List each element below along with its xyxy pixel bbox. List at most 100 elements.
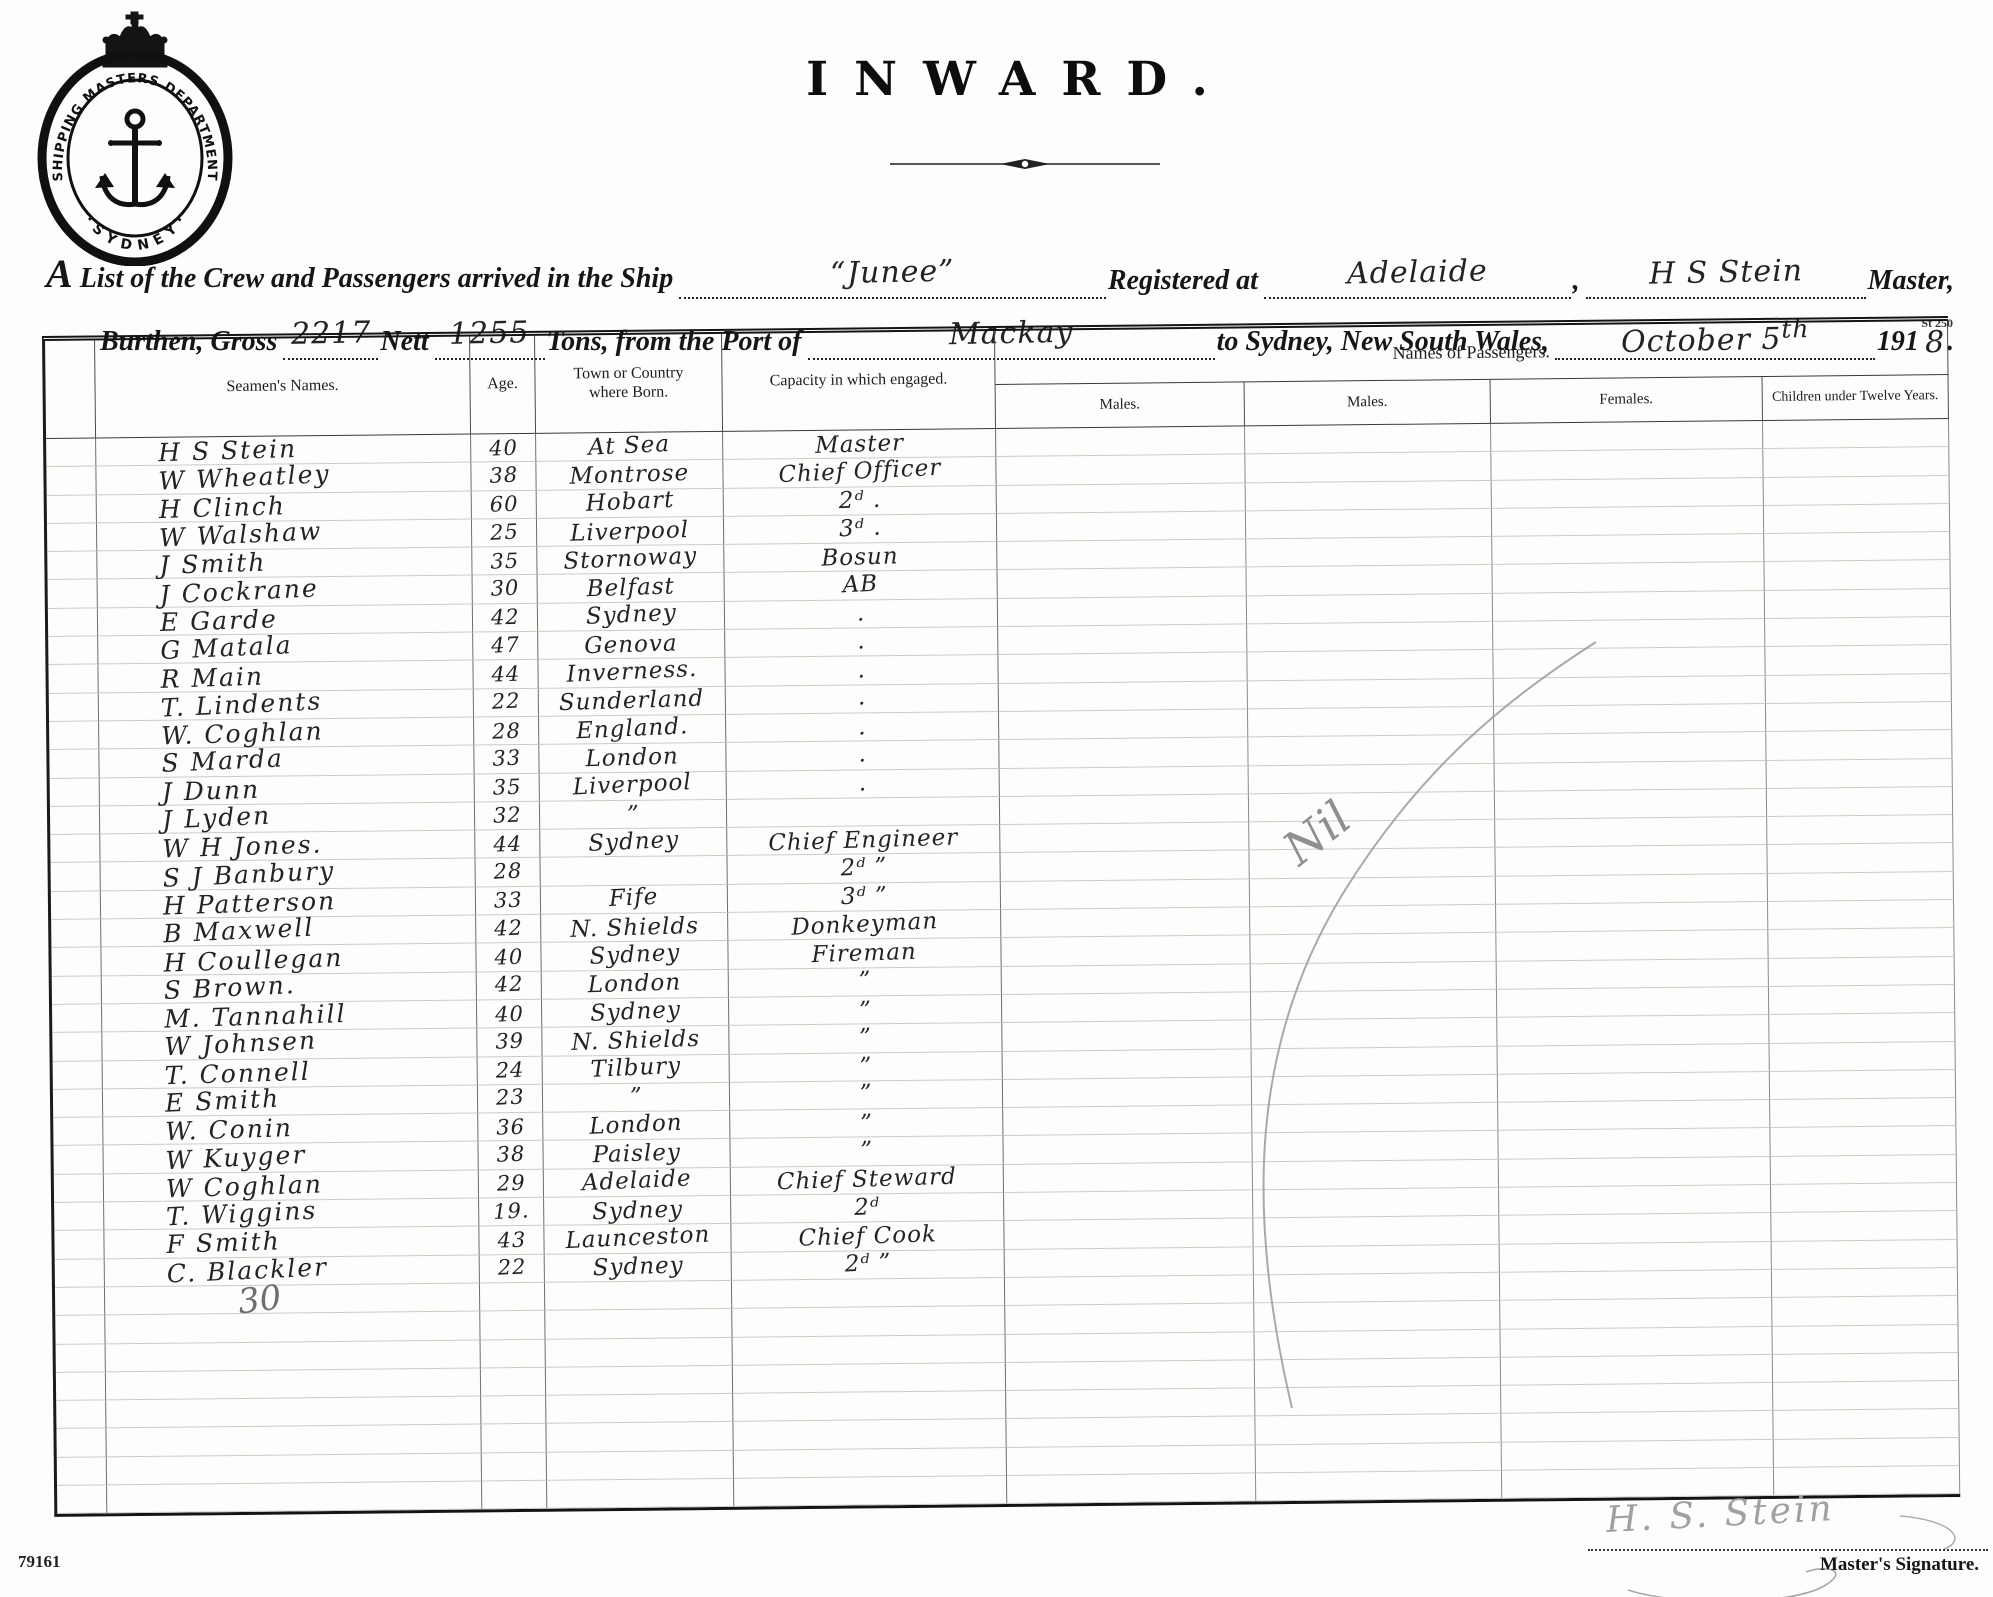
crew-capacity-cell-text: ” [859, 1137, 874, 1164]
passenger-females-cell [1498, 1184, 1772, 1217]
passenger-children-cell [1772, 1352, 1960, 1384]
crew-name-cell: T. Connell [102, 1056, 478, 1090]
passenger-females-cell [1491, 477, 1764, 509]
passenger-males2-cell [1252, 1159, 1499, 1191]
passenger-males1-cell [1001, 907, 1251, 939]
passenger-males1-cell [1001, 964, 1251, 995]
crew-age-cell: 35 [472, 547, 538, 576]
row-margin-cell [55, 1315, 106, 1345]
crew-name-cell [107, 1481, 483, 1514]
crew-name-cell-text: G Matala [159, 630, 294, 666]
crew-town-cell-text: Adelaide [581, 1165, 693, 1197]
crew-capacity-cell-text: ” [858, 1053, 873, 1080]
master-signature-label: Master's Signature. [1820, 1554, 1980, 1575]
col-header-males-1: Males. [995, 382, 1246, 430]
crew-capacity-cell: . [726, 711, 1000, 744]
crew-name-cell: S J Banbury [100, 856, 476, 892]
crew-name-cell: W Walshaw [96, 516, 473, 553]
passenger-males1-cell [1000, 822, 1250, 854]
crew-age-cell: 35 [474, 773, 540, 803]
crew-town-cell: Sydney [537, 600, 726, 632]
crew-age-cell-text: 25 [489, 519, 519, 545]
crew-age-cell-text: 42 [493, 915, 524, 941]
passenger-children-cell [1770, 1098, 1957, 1129]
passenger-males1-cell [996, 454, 1246, 486]
crew-town-cell [546, 1393, 734, 1425]
passenger-children-cell [1771, 1267, 1959, 1299]
row-margin-cell [55, 1372, 107, 1402]
crew-capacity-cell: Bosun [724, 542, 998, 574]
crew-age-cell-text: 22 [490, 688, 521, 715]
burthen-gross-label: Burthen, Gross [100, 326, 278, 357]
crew-town-cell-text: Sydney [588, 939, 681, 970]
crew-capacity-cell: ” [730, 1108, 1004, 1140]
crew-town-cell-text: London [585, 743, 680, 773]
row-margin-cell [52, 1060, 103, 1090]
crew-town-cell: Paisley [543, 1139, 731, 1170]
passenger-males1-cell [1004, 1218, 1254, 1250]
crew-age-cell: 30 [472, 575, 538, 605]
signature-tail-stroke [1899, 1515, 1956, 1550]
seal-graphic: SHIPPING MASTERS DEPARTMENT · S Y D N E … [37, 11, 233, 267]
crew-capacity-cell-text: ” [857, 967, 872, 994]
crew-age-cell: 28 [475, 858, 541, 888]
crew-age-cell: 32 [474, 801, 541, 831]
crew-town-cell [547, 1478, 735, 1510]
passenger-males2-cell [1246, 565, 1493, 597]
passenger-males1-cell [998, 681, 1248, 712]
passenger-children-cell [1769, 1041, 1956, 1072]
form-number: St 250 [1921, 316, 1953, 330]
crew-capacity-cell: Donkeyman [728, 908, 1002, 942]
crew-town-cell-text: N. Shields [569, 912, 699, 943]
crew-name-cell [106, 1424, 482, 1458]
crew-age-cell-text: 24 [494, 1057, 525, 1083]
passenger-males2-cell [1254, 1300, 1501, 1332]
crew-capacity-cell-text: ” [859, 1109, 874, 1137]
crew-town-cell: Tilbury [542, 1053, 730, 1085]
crew-age-cell-text: 33 [493, 888, 523, 913]
crew-town-cell: ” [542, 1082, 731, 1113]
crew-name-cell: W Johnsen [102, 1026, 478, 1062]
crew-name-cell [105, 1311, 481, 1344]
crew-town-cell: London [543, 1109, 731, 1142]
crew-town-cell-text: Hobart [584, 487, 675, 518]
crew-capacity-cell: . [724, 598, 999, 630]
row-margin-cell [51, 919, 102, 949]
crew-town-cell-text: ” [629, 1084, 643, 1111]
passenger-males1-cell [1005, 1331, 1255, 1363]
ship-name-field: “Junee” [679, 254, 1106, 299]
passenger-females-cell [1493, 675, 1766, 707]
passenger-males1-cell [998, 624, 1248, 656]
passenger-females-cell [1497, 1015, 1770, 1047]
crew-town-cell [546, 1450, 735, 1481]
crew-town-cell [545, 1309, 733, 1340]
row-margin-cell [47, 579, 98, 609]
passenger-males2-cell [1255, 1385, 1502, 1417]
registered-at-value: Adelaide [1346, 253, 1488, 292]
crew-name-cell [104, 1283, 481, 1316]
crew-capacity-cell: Fireman [728, 938, 1002, 970]
col-header-age: Age. [470, 335, 537, 435]
crew-age-cell: 44 [473, 660, 539, 690]
passenger-males2-cell [1245, 480, 1492, 512]
passenger-females-cell [1495, 845, 1768, 877]
crew-capacity-cell-text: 2ᵈ ” [839, 853, 888, 882]
crew-town-cell: N. Shields [542, 1026, 730, 1057]
crew-age-cell: 42 [476, 914, 542, 944]
passenger-males2-cell [1253, 1216, 1500, 1247]
crew-town-cell: Belfast [537, 573, 725, 604]
passenger-children-cell [1763, 447, 1950, 478]
passenger-children-cell [1765, 701, 1953, 733]
row-margin-cell [49, 721, 100, 751]
crew-age-cell: 39 [477, 1028, 543, 1058]
passenger-males1-cell [1006, 1388, 1256, 1420]
crew-age-cell [479, 1282, 546, 1312]
crew-capacity-cell [726, 796, 1001, 829]
crew-name-cell: G Matala [98, 630, 474, 666]
crew-age-cell-text: 28 [491, 718, 521, 744]
passenger-children-cell [1772, 1296, 1959, 1327]
pencil-crew-tally: 30 [235, 1277, 284, 1323]
to-sydney-label: to Sydney, New South Wales, [1216, 326, 1550, 357]
crew-age-cell-text: 28 [492, 858, 523, 884]
registered-at-field: Adelaide [1263, 253, 1571, 299]
